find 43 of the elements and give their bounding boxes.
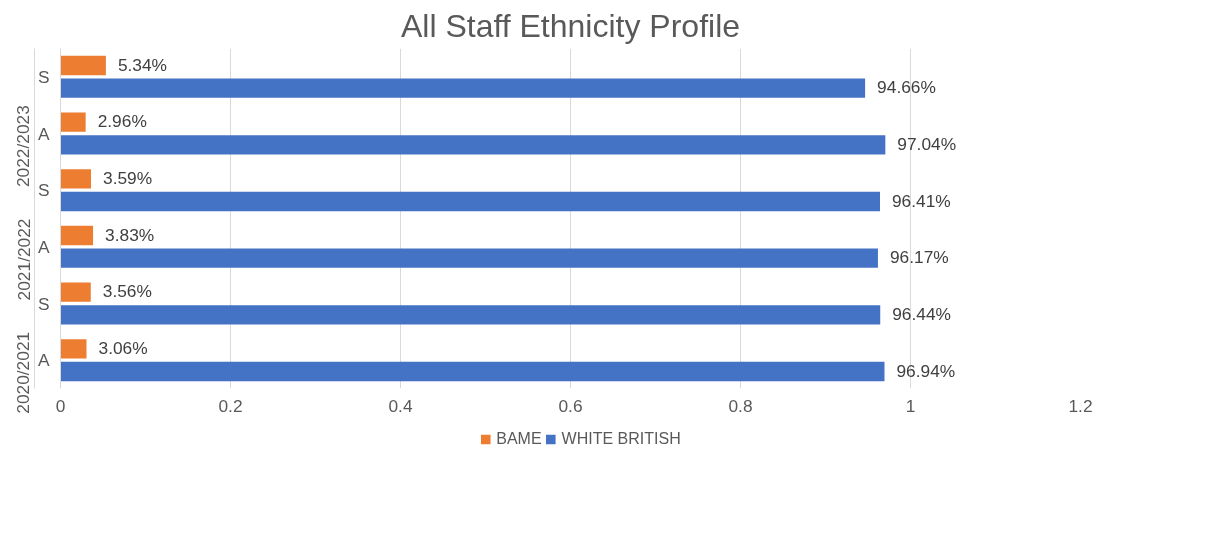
data-label: 3.59%	[103, 167, 153, 188]
bar	[60, 169, 92, 189]
x-tick-label: 0	[55, 395, 66, 416]
data-label: 3.56%	[102, 281, 152, 302]
bar	[60, 135, 886, 155]
x-tick-label: 1	[905, 395, 916, 416]
data-label: 94.66%	[877, 77, 936, 98]
text: 2021/2022	[13, 218, 34, 301]
legend-label: WHITE BRITISH	[561, 430, 681, 448]
bar	[60, 78, 866, 98]
bar	[60, 361, 885, 382]
x-tick-label: 1.2	[1068, 395, 1093, 416]
x-tick-label: 0.4	[388, 395, 413, 416]
y-tick-label: S	[37, 293, 50, 314]
bar	[60, 305, 881, 325]
y-tick-label: S	[37, 66, 50, 87]
bar	[60, 339, 87, 359]
data-label: 2.96%	[97, 111, 147, 132]
x-tick-label: 0.2	[218, 395, 243, 416]
bar	[60, 191, 880, 212]
bar	[60, 282, 91, 302]
text: 2022/2023	[13, 105, 34, 188]
y-tick-label: A	[37, 236, 50, 257]
data-label: 97.04%	[897, 133, 957, 154]
x-tick-label: 0.8	[728, 395, 753, 416]
data-label: 96.94%	[896, 360, 956, 381]
y-tick-label: A	[37, 123, 50, 144]
bar	[60, 225, 94, 246]
bar	[60, 248, 878, 268]
bar	[60, 55, 106, 76]
data-label: 96.44%	[892, 303, 952, 324]
x-tick-label: 0.6	[558, 395, 583, 416]
data-label: 3.83%	[105, 224, 155, 245]
data-label: 96.17%	[889, 247, 949, 268]
chart-title: All Staff Ethnicity Profile	[400, 7, 741, 44]
bar	[60, 112, 86, 132]
y-tick-label: S	[37, 180, 50, 201]
data-label: 3.06%	[98, 337, 148, 358]
y-tick-label: A	[37, 350, 50, 371]
data-label: 96.41%	[891, 190, 951, 211]
text: 2020/2021	[13, 331, 34, 414]
data-label: 5.34%	[117, 54, 168, 75]
legend-label: BAME	[496, 430, 542, 448]
